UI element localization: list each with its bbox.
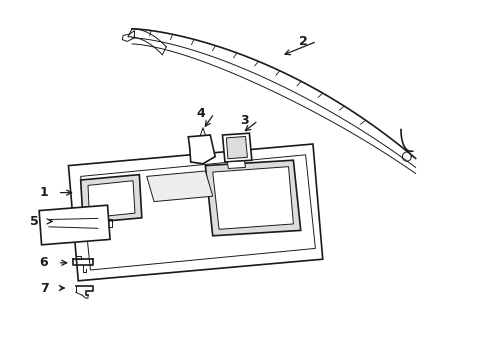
Text: 2: 2 (298, 35, 307, 48)
Polygon shape (88, 181, 135, 218)
Polygon shape (81, 175, 142, 223)
Polygon shape (81, 155, 315, 270)
Polygon shape (227, 161, 245, 168)
Polygon shape (122, 31, 134, 41)
Polygon shape (222, 133, 251, 162)
Polygon shape (39, 205, 110, 245)
Polygon shape (68, 144, 322, 281)
Polygon shape (188, 135, 215, 164)
Polygon shape (146, 171, 212, 202)
Polygon shape (212, 167, 293, 229)
Text: 7: 7 (40, 282, 48, 294)
Text: 5: 5 (30, 215, 39, 228)
Text: 3: 3 (240, 114, 248, 127)
Polygon shape (226, 136, 247, 159)
Text: 1: 1 (40, 186, 48, 199)
Text: 6: 6 (40, 256, 48, 269)
Polygon shape (205, 160, 300, 236)
Text: 4: 4 (196, 107, 204, 120)
